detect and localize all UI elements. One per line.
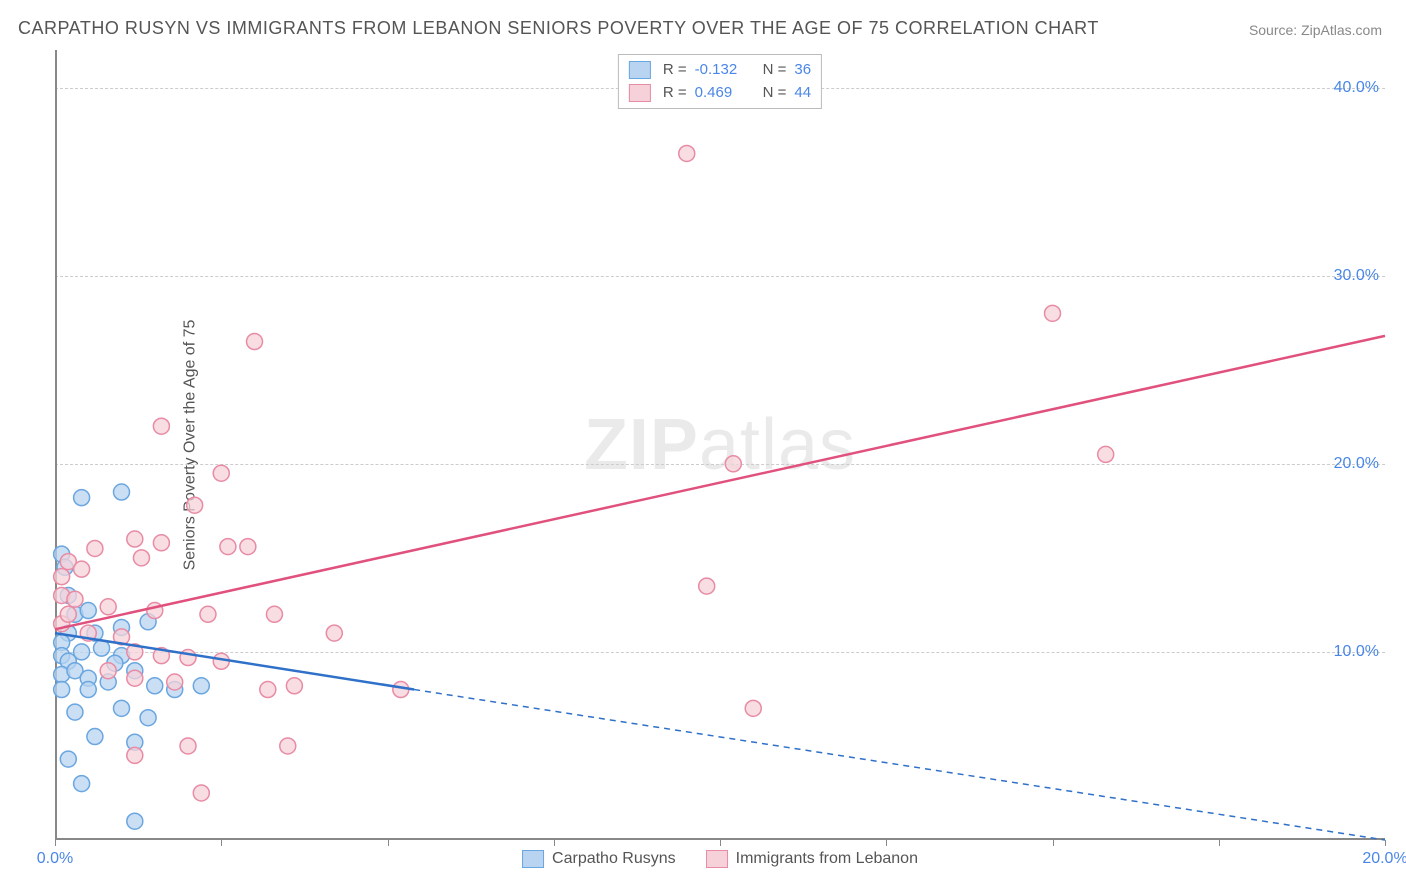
chart-svg (55, 50, 1385, 840)
legend-label-0: Carpatho Rusyns (552, 850, 676, 868)
swatch-series-1-bottom (706, 850, 728, 868)
stats-row-0: R = -0.132 N = 36 (629, 59, 811, 82)
source-label: Source: ZipAtlas.com (1249, 22, 1382, 38)
chart-title: CARPATHO RUSYN VS IMMIGRANTS FROM LEBANO… (18, 18, 1099, 39)
n-value-1: 44 (794, 82, 811, 105)
plot-area: Seniors Poverty Over the Age of 75 ZIPat… (55, 50, 1385, 840)
swatch-series-0-bottom (522, 850, 544, 868)
legend-label-1: Immigrants from Lebanon (736, 850, 918, 868)
legend-item-1: Immigrants from Lebanon (706, 850, 918, 868)
r-label: R = (663, 59, 687, 82)
n-value-0: 36 (794, 59, 811, 82)
bottom-legend: Carpatho Rusyns Immigrants from Lebanon (522, 850, 918, 868)
r-label: R = (663, 82, 687, 105)
stats-legend: R = -0.132 N = 36 R = 0.469 N = 44 (618, 54, 822, 109)
swatch-series-0 (629, 61, 651, 79)
n-label: N = (763, 82, 787, 105)
r-value-0: -0.132 (695, 59, 745, 82)
swatch-series-1 (629, 84, 651, 102)
n-label: N = (763, 59, 787, 82)
r-value-1: 0.469 (695, 82, 745, 105)
legend-item-0: Carpatho Rusyns (522, 850, 676, 868)
stats-row-1: R = 0.469 N = 44 (629, 82, 811, 105)
